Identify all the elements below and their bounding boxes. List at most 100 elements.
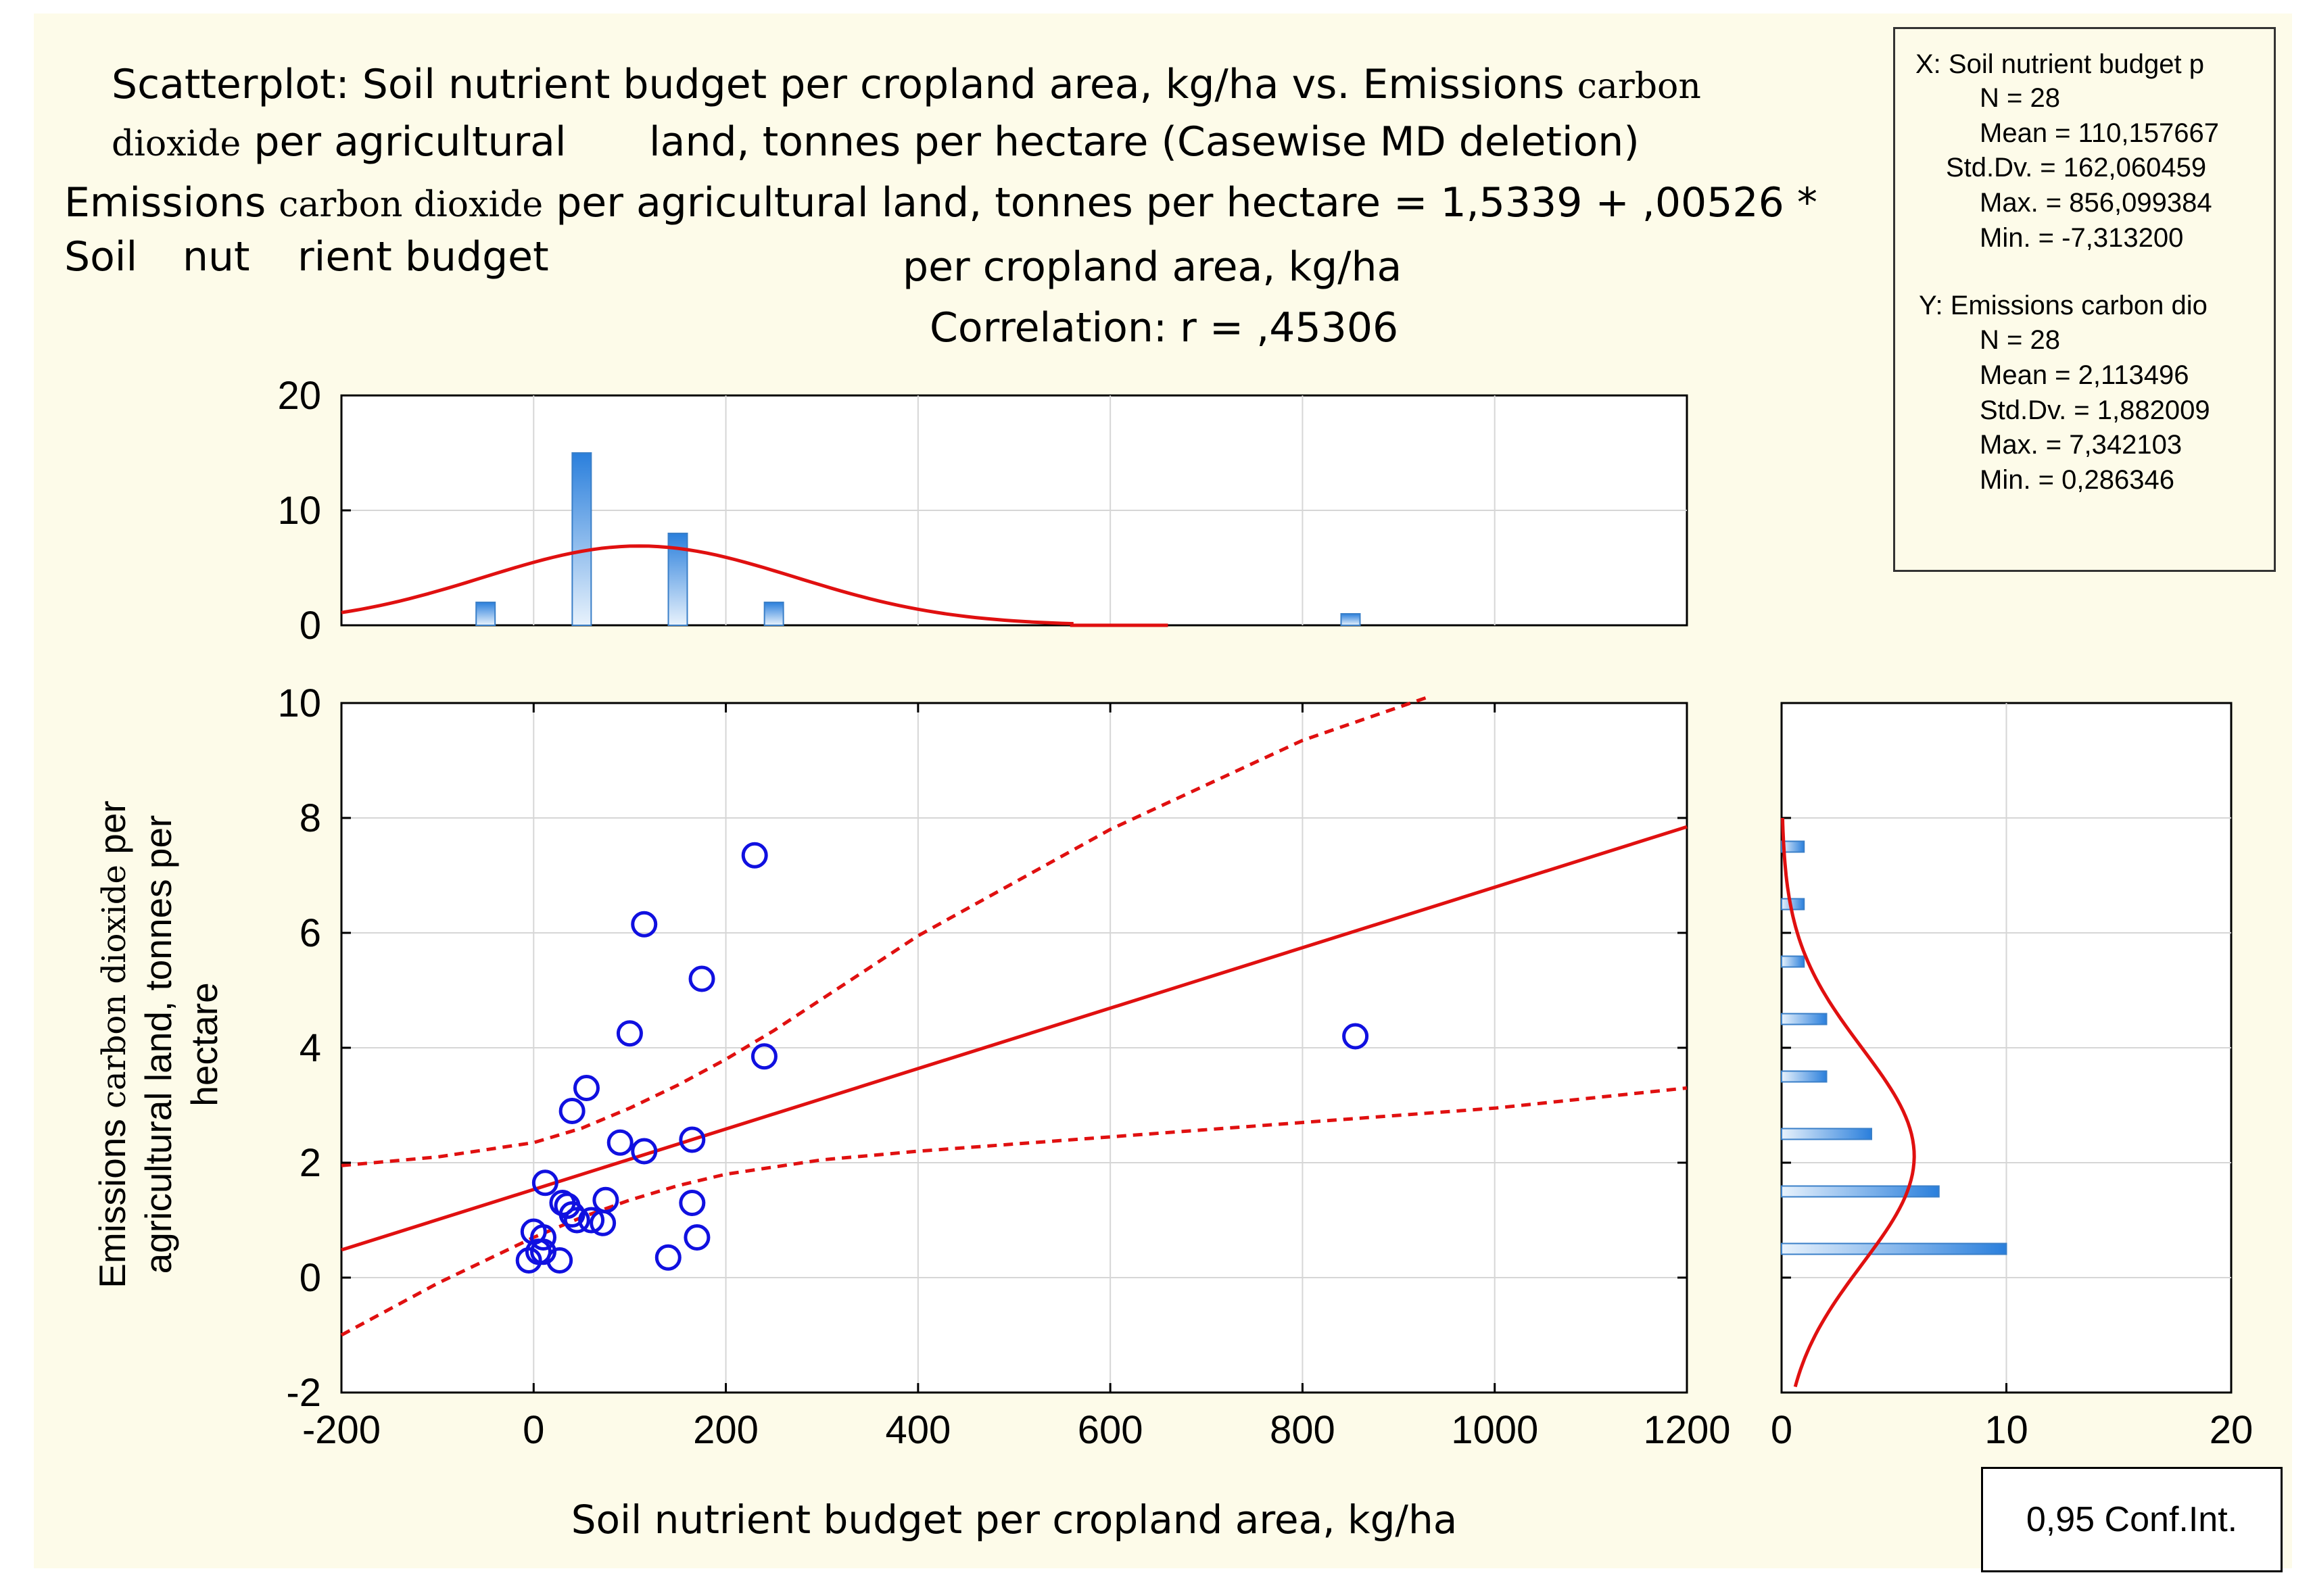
y-tick-label: 10 bbox=[277, 681, 321, 725]
stats-y-label: Y: Emissions carbon dio bbox=[1919, 291, 2208, 320]
data-point bbox=[684, 1224, 711, 1251]
stats-x-sd: Std.Dv. = 162,060459 bbox=[1946, 153, 2207, 183]
title-line-2-agri: per agricultural bbox=[254, 118, 567, 166]
title-line-2-right: land, tonnes per hectare (Casewise MD de… bbox=[649, 118, 1640, 166]
y-axis-label-line-2: agricultural land, tonnes per bbox=[137, 815, 179, 1274]
stats-y-mean: Mean = 2,113496 bbox=[1980, 360, 2189, 390]
y-tick-label: 6 bbox=[300, 911, 321, 955]
stats-x-n: N = 28 bbox=[1980, 83, 2060, 113]
title-line-2-dioxide: dioxide bbox=[112, 124, 241, 164]
title-line-2: dioxide per agricultural bbox=[112, 122, 567, 162]
stats-y-n: N = 28 bbox=[1980, 325, 2060, 355]
scatter-grid bbox=[341, 703, 1687, 1393]
stats-y-sd: Std.Dv. = 1,882009 bbox=[1980, 395, 2210, 425]
data-point bbox=[590, 1209, 617, 1236]
confidence-upper-line bbox=[341, 696, 1429, 1167]
x-tick-label: 1000 bbox=[1451, 1408, 1538, 1452]
scatter-points bbox=[515, 842, 1369, 1274]
right-histogram-grid bbox=[1782, 702, 2231, 1394]
y-axis-label-emissions: Emissions bbox=[91, 1119, 133, 1288]
stats-x-min: Min. = -7,313200 bbox=[1980, 223, 2184, 253]
data-point bbox=[631, 1138, 658, 1165]
equation-emissions: Emissions bbox=[64, 179, 266, 226]
y-axis-label-line-1: Emissions carbon dioxide per bbox=[91, 800, 133, 1288]
data-point bbox=[631, 911, 658, 938]
equation-line: Emissions carbon dioxide per agricultura… bbox=[64, 183, 1817, 223]
right-x-tick-label: 0 bbox=[1771, 1408, 1792, 1452]
right-histogram-bar bbox=[1781, 840, 1805, 853]
right-histogram-bar bbox=[1781, 955, 1805, 968]
top-histogram-panel: 0 10 20 bbox=[277, 374, 1688, 648]
data-point bbox=[531, 1169, 558, 1196]
right-histogram-bar bbox=[1781, 1128, 1872, 1140]
confidence-interval-legend: 0,95 Conf.Int. bbox=[1981, 1467, 2283, 1572]
right-histogram-bar bbox=[1781, 1185, 1940, 1198]
data-point bbox=[679, 1126, 706, 1153]
right-histogram-bar bbox=[1781, 1070, 1828, 1083]
x-tick-label: 400 bbox=[885, 1408, 951, 1452]
y-axis-label-line-3: hectare bbox=[183, 982, 225, 1106]
top-histogram-y-ticks: 0 10 20 bbox=[277, 374, 351, 648]
data-point bbox=[606, 1129, 634, 1156]
data-point bbox=[654, 1244, 682, 1271]
x-axis-label: Soil nutrient budget per cropland area, … bbox=[571, 1497, 1458, 1543]
y-tick-label: 8 bbox=[300, 796, 321, 840]
regression-line bbox=[341, 825, 1688, 1252]
stats-x-max: Max. = 856,099384 bbox=[1980, 188, 2212, 218]
data-point bbox=[741, 842, 768, 869]
equation-per-cropland: per cropland area, kg/ha bbox=[903, 243, 1402, 291]
right-histogram-x-ticks: 0 10 20 bbox=[1771, 1383, 2253, 1452]
right-x-tick-label: 20 bbox=[2210, 1408, 2254, 1452]
title-line-1-carbon: carbon bbox=[1577, 66, 1701, 107]
top-histogram-bar bbox=[571, 452, 592, 626]
data-point bbox=[558, 1201, 586, 1228]
top-histogram-bar bbox=[763, 602, 784, 626]
top-histogram-bar bbox=[475, 602, 496, 626]
stats-y-min: Min. = 0,286346 bbox=[1980, 465, 2174, 495]
right-normal-curve bbox=[1781, 817, 1916, 1388]
data-point bbox=[616, 1020, 643, 1047]
title-line-1-text: Scatterplot: Soil nutrient budget per cr… bbox=[112, 61, 1565, 108]
data-point bbox=[688, 965, 715, 992]
stats-y-max: Max. = 7,342103 bbox=[1980, 430, 2183, 460]
correlation-text: Correlation: r = ,45306 bbox=[930, 304, 1399, 352]
data-point bbox=[750, 1043, 778, 1070]
y-axis-label: Emissions carbon dioxide per agricultura… bbox=[91, 800, 225, 1288]
equation-rient: rient budget bbox=[297, 233, 549, 281]
y-tick-label: 4 bbox=[300, 1026, 321, 1070]
right-histogram-bar bbox=[1781, 1013, 1828, 1025]
equation-soil: Soil bbox=[64, 233, 138, 281]
stats-box: X: Soil nutrient budget p N = 28 Mean = … bbox=[1893, 27, 2276, 572]
right-x-tick-label: 10 bbox=[1984, 1408, 2028, 1452]
x-tick-label: 200 bbox=[693, 1408, 759, 1452]
y-tick-label: 2 bbox=[300, 1141, 321, 1185]
x-tick-label: 600 bbox=[1078, 1408, 1143, 1452]
top-y-tick-label: 10 bbox=[277, 489, 321, 533]
y-tick-label: -2 bbox=[286, 1371, 321, 1415]
x-tick-label: 1200 bbox=[1643, 1408, 1730, 1452]
y-tick-label: 0 bbox=[300, 1256, 321, 1300]
top-normal-curve bbox=[341, 544, 1168, 627]
top-y-tick-label: 0 bbox=[300, 604, 321, 648]
top-histogram-grid bbox=[341, 395, 1687, 625]
x-tick-label: 800 bbox=[1270, 1408, 1335, 1452]
equation-rest: per agricultural land, tonnes per hectar… bbox=[556, 179, 1817, 226]
title-line-1: Scatterplot: Soil nutrient budget per cr… bbox=[112, 64, 1701, 105]
right-histogram-bar bbox=[1781, 1242, 2007, 1255]
right-histogram-bars bbox=[1781, 840, 2007, 1255]
equation-carbon-dioxide: carbon dioxide bbox=[279, 185, 544, 225]
confidence-interval-label: 0,95 Conf.Int. bbox=[2026, 1500, 2238, 1539]
x-tick-label: 0 bbox=[523, 1408, 544, 1452]
scatter-x-ticks: -200 0 200 400 600 800 1000 1200 bbox=[302, 703, 1731, 1452]
data-point bbox=[530, 1224, 556, 1251]
top-histogram-bar bbox=[1340, 613, 1361, 626]
equation-nut: nut bbox=[183, 233, 250, 281]
right-histogram-panel: 0 10 20 bbox=[1771, 702, 2253, 1452]
top-y-tick-label: 20 bbox=[277, 374, 321, 418]
data-point bbox=[558, 1098, 586, 1124]
data-point bbox=[563, 1207, 590, 1234]
stats-x-mean: Mean = 110,157667 bbox=[1980, 118, 2220, 148]
stats-x-label: X: Soil nutrient budget p bbox=[1915, 49, 2204, 79]
data-point bbox=[515, 1247, 542, 1274]
